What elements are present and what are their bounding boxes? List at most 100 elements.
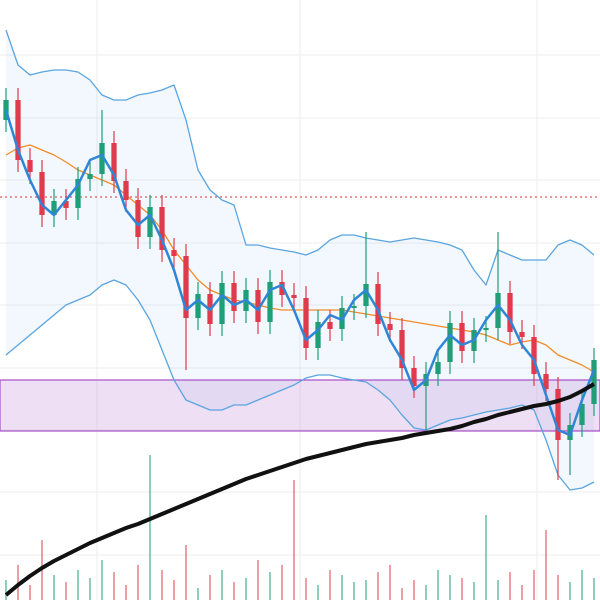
volume-bar [437, 570, 439, 600]
volume-bar [545, 530, 547, 600]
volume-bar [137, 565, 139, 600]
volume-bar [353, 582, 355, 600]
candle-body [279, 282, 285, 295]
volume-bar [341, 575, 343, 600]
candle-body [351, 306, 357, 308]
candle-body [51, 201, 57, 215]
volume-bar [593, 578, 595, 600]
zone [0, 379, 600, 432]
candle-body [363, 284, 369, 306]
candle-body [591, 360, 597, 404]
candle-body [135, 200, 141, 237]
volume-bar [293, 480, 295, 600]
candle-body [399, 330, 405, 368]
volume-bar [65, 582, 67, 600]
candle-body [15, 100, 21, 160]
volume-bar [461, 578, 463, 600]
volume-bar [113, 572, 115, 600]
volume-bar [269, 572, 271, 600]
middle-band [5, 144, 595, 373]
volume-bar [125, 585, 127, 600]
candle-body [159, 207, 165, 250]
candle-body [495, 293, 501, 328]
candle-body [111, 143, 117, 181]
candle-body [543, 374, 549, 389]
volume-bar [305, 578, 307, 600]
volume-bar [449, 575, 451, 600]
volume-bar [161, 570, 163, 600]
volume-bar [29, 585, 31, 600]
volume-bar [317, 585, 319, 600]
volume-bar [257, 560, 259, 600]
volume-bar [221, 570, 223, 600]
volume-bar [17, 565, 19, 600]
band-fill [6, 30, 594, 490]
volume-bar [245, 578, 247, 600]
candle-body [411, 368, 417, 386]
candle-body [327, 322, 333, 329]
volume-bar [89, 578, 91, 600]
volume-bar [473, 582, 475, 600]
candle-body [87, 174, 93, 179]
candle-body [303, 298, 309, 348]
volume-bar [425, 585, 427, 600]
candle-body [231, 283, 237, 311]
volume-bar [149, 455, 151, 600]
candle-body [447, 323, 453, 362]
volume-bar [53, 575, 55, 600]
fast-ma [4, 109, 596, 437]
volume-bar [509, 572, 511, 600]
volume-bar [281, 565, 283, 600]
volume-bar [377, 572, 379, 600]
candle-body [75, 179, 81, 208]
lower-band [5, 279, 595, 491]
candle-body [315, 322, 321, 348]
volume-bar [569, 582, 571, 600]
volume-bar [485, 515, 487, 600]
volume-bar [581, 570, 583, 600]
candle-body [123, 181, 129, 200]
candle-body [579, 404, 585, 425]
candle-body [99, 143, 105, 174]
candle-body [63, 201, 69, 208]
candle-body [531, 337, 537, 374]
candle-body [171, 250, 177, 256]
candle-body [147, 207, 153, 237]
volume-bar [365, 580, 367, 600]
volume-bar [77, 570, 79, 600]
slow-ma [4, 382, 596, 597]
volume-bar [329, 570, 331, 600]
candle-body [39, 172, 45, 215]
candle-body [459, 323, 465, 351]
volume-bar [233, 582, 235, 600]
volume-bar [521, 585, 523, 600]
candle-body [519, 332, 525, 337]
candle-body [435, 362, 441, 374]
volume-bar [557, 575, 559, 600]
volume-bar [401, 588, 403, 600]
volume-bar [197, 588, 199, 600]
candle-body [255, 290, 261, 322]
candle-body [183, 256, 189, 318]
candle-body [291, 295, 297, 298]
volume-bar [185, 545, 187, 600]
volume-bar [413, 580, 415, 600]
volume-bar [389, 565, 391, 600]
candle-body [387, 324, 393, 330]
candle-body [219, 283, 225, 324]
upper-band [5, 29, 595, 286]
volume-bar [101, 560, 103, 600]
candle-body [195, 294, 201, 318]
candle-body [507, 293, 513, 332]
volume-bar [497, 580, 499, 600]
volume-bar [209, 575, 211, 600]
candle-body [27, 160, 33, 172]
candle-body [267, 282, 273, 322]
volume-bar [173, 580, 175, 600]
candle-body [555, 389, 561, 440]
volume-bar [5, 580, 7, 600]
volume-bar [533, 570, 535, 600]
candle-body [483, 328, 489, 330]
